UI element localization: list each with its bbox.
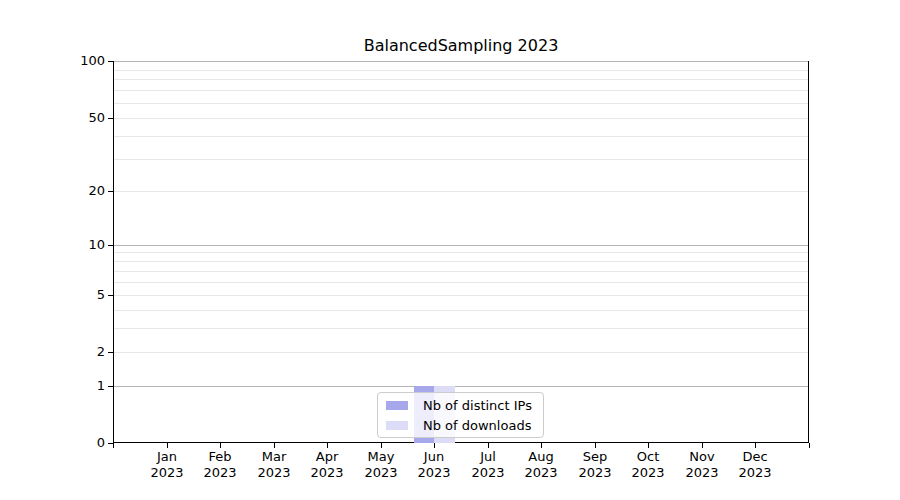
x-tick: [434, 443, 435, 448]
x-tick-label-year: 2023: [140, 465, 194, 481]
x-tick-label-month: Feb: [193, 449, 247, 465]
x-tick-label-year: 2023: [407, 465, 461, 481]
y-gridline-minor: [114, 310, 808, 311]
x-tick: [702, 443, 703, 448]
x-tick: [595, 443, 596, 448]
y-gridline-minor: [114, 103, 808, 104]
legend-item: Nb of downloads: [386, 415, 535, 435]
y-gridline-minor: [114, 271, 808, 272]
x-tick-label-month: Oct: [621, 449, 675, 465]
y-gridline-minor: [114, 136, 808, 137]
y-tick: [108, 245, 113, 246]
y-tick-label: 2: [48, 344, 105, 360]
y-tick-label: 0: [48, 435, 105, 451]
x-tick-label-month: Nov: [675, 449, 729, 465]
y-tick: [108, 61, 113, 62]
y-gridline-minor: [114, 282, 808, 283]
x-tick: [274, 443, 275, 448]
x-tick-label-month: Jul: [461, 449, 515, 465]
y-gridline-minor: [114, 70, 808, 71]
x-tick-label-year: 2023: [247, 465, 301, 481]
x-tick-label-month: May: [354, 449, 408, 465]
y-gridline-minor: [114, 118, 808, 119]
y-gridline-major: [114, 61, 808, 62]
x-tick-label: Feb2023: [193, 449, 247, 481]
x-tick-label-year: 2023: [514, 465, 568, 481]
x-tick: [488, 443, 489, 448]
x-tick-label-year: 2023: [675, 465, 729, 481]
x-tick: [809, 443, 810, 448]
x-tick: [113, 443, 114, 448]
y-tick-label: 5: [48, 287, 105, 303]
x-tick-label: Jul2023: [461, 449, 515, 481]
chart-title: BalancedSampling 2023: [113, 36, 809, 55]
x-tick-label: Jun2023: [407, 449, 461, 481]
legend-item: Nb of distinct IPs: [386, 395, 535, 415]
x-tick-label: May2023: [354, 449, 408, 481]
x-tick-label-year: 2023: [728, 465, 782, 481]
x-tick-label-month: Aug: [514, 449, 568, 465]
y-tick-label: 10: [48, 237, 105, 253]
y-tick-label: 100: [48, 53, 105, 69]
x-tick: [167, 443, 168, 448]
y-gridline-major: [114, 386, 808, 387]
x-tick-label-year: 2023: [300, 465, 354, 481]
y-gridline-minor: [114, 328, 808, 329]
y-tick: [108, 352, 113, 353]
y-gridline-minor: [114, 252, 808, 253]
x-tick-label-month: Mar: [247, 449, 301, 465]
x-tick-label-year: 2023: [621, 465, 675, 481]
y-gridline-minor: [114, 79, 808, 80]
legend-swatch: [386, 421, 408, 430]
x-tick-label: Jan2023: [140, 449, 194, 481]
x-tick: [541, 443, 542, 448]
y-gridline-major: [114, 245, 808, 246]
y-gridline-minor: [114, 352, 808, 353]
legend-label: Nb of distinct IPs: [423, 398, 532, 413]
y-tick: [108, 443, 113, 444]
y-tick: [108, 386, 113, 387]
x-tick-label: Oct2023: [621, 449, 675, 481]
x-tick-label-year: 2023: [193, 465, 247, 481]
x-tick-label-year: 2023: [461, 465, 515, 481]
x-tick: [327, 443, 328, 448]
y-tick-label: 50: [48, 110, 105, 126]
y-gridline-minor: [114, 261, 808, 262]
x-tick-label: Dec2023: [728, 449, 782, 481]
legend-swatch: [386, 401, 408, 410]
x-tick-label: Nov2023: [675, 449, 729, 481]
y-tick-label: 1: [48, 378, 105, 394]
x-tick-label-year: 2023: [568, 465, 622, 481]
x-tick-label-month: Sep: [568, 449, 622, 465]
y-gridline-minor: [114, 295, 808, 296]
x-tick-label: Apr2023: [300, 449, 354, 481]
legend: Nb of distinct IPs Nb of downloads: [377, 392, 544, 438]
x-tick-label-month: Jan: [140, 449, 194, 465]
y-tick: [108, 118, 113, 119]
y-tick-label: 20: [48, 183, 105, 199]
x-tick: [381, 443, 382, 448]
y-tick: [108, 295, 113, 296]
x-tick: [648, 443, 649, 448]
y-gridline-minor: [114, 191, 808, 192]
x-tick-label: Aug2023: [514, 449, 568, 481]
x-tick-label-month: Dec: [728, 449, 782, 465]
y-gridline-minor: [114, 90, 808, 91]
x-tick-label-year: 2023: [354, 465, 408, 481]
x-tick: [220, 443, 221, 448]
y-tick: [108, 191, 113, 192]
x-tick: [755, 443, 756, 448]
x-tick-label-month: Jun: [407, 449, 461, 465]
x-tick-label: Mar2023: [247, 449, 301, 481]
legend-label: Nb of downloads: [423, 418, 531, 433]
figure: BalancedSampling 2023 Jan2023Feb2023Mar2…: [0, 0, 900, 500]
x-tick-label: Sep2023: [568, 449, 622, 481]
y-gridline-minor: [114, 159, 808, 160]
x-tick-label-month: Apr: [300, 449, 354, 465]
